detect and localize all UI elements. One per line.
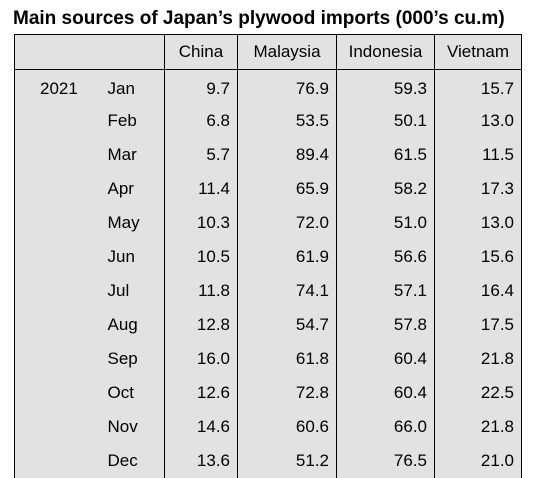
month-label: Apr: [107, 178, 134, 198]
year-cell-empty: [14, 239, 102, 274]
cell-vietnam: 21.8: [434, 409, 522, 444]
cell-china: 14.6: [164, 409, 238, 444]
table-row: 2021 Jan 9.7 76.9 59.3 15.7: [14, 69, 522, 104]
table-row: Sep 16.0 61.8 60.4 21.8: [14, 341, 522, 376]
cell-china: 16.0: [164, 341, 238, 376]
year-cell-empty: [14, 341, 102, 376]
year-cell-empty: [14, 273, 102, 308]
cell-malaysia: 89.4: [237, 137, 337, 172]
cell-indonesia: 66.0: [336, 409, 435, 444]
column-header-indonesia: Indonesia: [336, 34, 435, 70]
table-row: Oct 12.6 72.8 60.4 22.5: [14, 375, 522, 410]
year-cell-empty: [14, 171, 102, 206]
year-cell-empty: [14, 205, 102, 240]
year-cell-empty: [14, 137, 102, 172]
month-label: Jul: [107, 280, 130, 300]
cell-malaysia: 72.8: [237, 375, 337, 410]
header-blank-year: [14, 34, 102, 70]
table-row: May 10.3 72.0 51.0 13.0: [14, 205, 522, 240]
year-cell-empty: [14, 103, 102, 138]
table-row: Feb 6.8 53.5 50.1 13.0: [14, 103, 522, 138]
month-label: Oct: [107, 382, 134, 402]
cell-china: 12.8: [164, 307, 238, 342]
cell-indonesia: 51.0: [336, 205, 435, 240]
month-label: May: [107, 212, 140, 232]
cell-indonesia: 59.3: [336, 69, 435, 104]
cell-vietnam: 11.5: [434, 137, 522, 172]
cell-china: 10.3: [164, 205, 238, 240]
header-row: China Malaysia Indonesia Vietnam: [14, 34, 522, 70]
table-row: Mar 5.7 89.4 61.5 11.5: [14, 137, 522, 172]
month-label: Dec: [107, 450, 138, 470]
cell-china: 6.8: [164, 103, 238, 138]
table-row: Nov 14.6 60.6 66.0 21.8: [14, 409, 522, 444]
cell-china: 11.4: [164, 171, 238, 206]
cell-indonesia: 60.4: [336, 375, 435, 410]
table-row: Aug 12.8 54.7 57.8 17.5: [14, 307, 522, 342]
cell-china: 10.5: [164, 239, 238, 274]
table-title: Main sources of Japan’s plywood imports …: [13, 8, 505, 29]
cell-vietnam: 21.0: [434, 443, 522, 478]
cell-malaysia: 72.0: [237, 205, 337, 240]
cell-indonesia: 57.1: [336, 273, 435, 308]
table-row: Dec 13.6 51.2 76.5 21.0: [14, 443, 522, 478]
cell-malaysia: 60.6: [237, 409, 337, 444]
year-cell-empty: [14, 307, 102, 342]
cell-vietnam: 21.8: [434, 341, 522, 376]
year-cell-empty: [14, 409, 102, 444]
cell-vietnam: 22.5: [434, 375, 522, 410]
month-label: Jun: [107, 246, 135, 266]
cell-malaysia: 65.9: [237, 171, 337, 206]
cell-indonesia: 58.2: [336, 171, 435, 206]
column-header-vietnam: Vietnam: [434, 34, 522, 70]
table-row: Apr 11.4 65.9 58.2 17.3: [14, 171, 522, 206]
cell-malaysia: 61.8: [237, 341, 337, 376]
cell-vietnam: 16.4: [434, 273, 522, 308]
cell-china: 13.6: [164, 443, 238, 478]
cell-china: 12.6: [164, 375, 238, 410]
cell-malaysia: 54.7: [237, 307, 337, 342]
year-label: 2021: [14, 69, 102, 104]
plywood-imports-table: China Malaysia Indonesia Vietnam 2021 Jan…: [14, 34, 522, 478]
month-label: Mar: [107, 144, 137, 164]
year-cell-empty: [14, 443, 102, 478]
cell-indonesia: 57.8: [336, 307, 435, 342]
cell-indonesia: 60.4: [336, 341, 435, 376]
month-label: Jan: [107, 78, 135, 98]
table-row: Jun 10.5 61.9 56.6 15.6: [14, 239, 522, 274]
cell-china: 5.7: [164, 137, 238, 172]
cell-indonesia: 50.1: [336, 103, 435, 138]
cell-malaysia: 61.9: [237, 239, 337, 274]
table-body: 2021 Jan 9.7 76.9 59.3 15.7 Feb 6.8 53.5 50.1 13.0…: [14, 69, 522, 478]
cell-indonesia: 56.6: [336, 239, 435, 274]
cell-vietnam: 13.0: [434, 205, 522, 240]
cell-malaysia: 76.9: [237, 69, 337, 104]
cell-vietnam: 17.3: [434, 171, 522, 206]
header-blank-month: [101, 34, 165, 70]
cell-vietnam: 17.5: [434, 307, 522, 342]
cell-indonesia: 76.5: [336, 443, 435, 478]
column-header-malaysia: Malaysia: [237, 34, 337, 70]
column-header-china: China: [164, 34, 238, 70]
month-label: Feb: [107, 110, 137, 130]
cell-indonesia: 61.5: [336, 137, 435, 172]
cell-malaysia: 74.1: [237, 273, 337, 308]
cell-vietnam: 15.7: [434, 69, 522, 104]
month-label: Sep: [107, 348, 138, 368]
table-row: Jul 11.8 74.1 57.1 16.4: [14, 273, 522, 308]
cell-china: 9.7: [164, 69, 238, 104]
cell-malaysia: 51.2: [237, 443, 337, 478]
cell-vietnam: 13.0: [434, 103, 522, 138]
cell-malaysia: 53.5: [237, 103, 337, 138]
month-label: Nov: [107, 416, 138, 436]
cell-vietnam: 15.6: [434, 239, 522, 274]
month-label: Aug: [107, 314, 138, 334]
year-cell-empty: [14, 375, 102, 410]
cell-china: 11.8: [164, 273, 238, 308]
